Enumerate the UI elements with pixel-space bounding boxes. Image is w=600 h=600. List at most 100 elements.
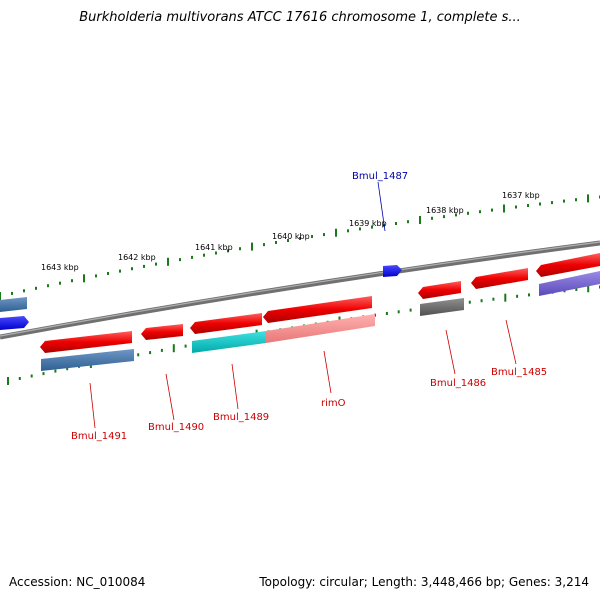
minor-tick (137, 353, 140, 357)
minor-tick (311, 235, 313, 238)
minor-tick (18, 377, 21, 380)
kbp-label: 1637 kbp (502, 191, 540, 200)
kbp-label: 1643 kbp (41, 263, 79, 272)
major-tick (0, 292, 1, 300)
minor-tick (479, 210, 481, 214)
gene-feature-cyan-lower[interactable] (192, 331, 266, 353)
minor-tick (527, 204, 529, 207)
major-tick (83, 274, 85, 283)
major-tick (7, 377, 9, 385)
kbp-label: 1641 kbp (195, 243, 233, 252)
minor-tick (119, 269, 121, 273)
gene-feature-purple-lower[interactable] (539, 271, 600, 296)
minor-tick (54, 369, 57, 373)
gene-label-bmul-1487: Bmul_1487 (352, 171, 408, 182)
gene-feature-steel-lower[interactable] (41, 349, 134, 371)
minor-tick (299, 237, 301, 240)
minor-tick (263, 243, 265, 247)
major-tick (167, 257, 169, 266)
chromosome-backbone (0, 240, 600, 340)
minor-tick (191, 255, 193, 259)
minor-tick (287, 239, 289, 242)
minor-tick (491, 208, 493, 212)
minor-tick (59, 281, 61, 285)
minor-tick (371, 225, 373, 229)
minor-tick (551, 201, 553, 205)
minor-tick (131, 267, 133, 271)
label-leaders (89, 181, 517, 429)
gene-feature-bmul-1487[interactable] (383, 265, 402, 277)
minor-tick (467, 211, 469, 215)
minor-tick (239, 247, 241, 251)
minor-tick (575, 198, 577, 202)
minor-tick (23, 289, 25, 293)
kbp-label: 1638 kbp (426, 206, 464, 215)
minor-tick (11, 291, 13, 295)
major-tick (172, 344, 175, 353)
gene-feature-bmul-1486[interactable] (418, 281, 461, 299)
major-tick (587, 194, 589, 203)
minor-tick (492, 297, 495, 301)
gene-feature-rimo[interactable] (263, 296, 372, 323)
gene-feature-bmul-1491[interactable] (40, 331, 132, 353)
minor-tick (35, 286, 37, 290)
gene-label-bmul-1489: Bmul_1489 (213, 412, 269, 423)
minor-tick (155, 262, 157, 266)
gene-feature-bmul-1489[interactable] (190, 313, 262, 334)
minor-tick (66, 367, 69, 371)
gene-label-bmul-1490: Bmul_1490 (148, 422, 204, 433)
map-title: Burkholderia multivorans ATCC 17616 chro… (79, 10, 521, 25)
genome-stats-text: Topology: circular; Length: 3,448,466 bp… (259, 575, 589, 589)
major-tick (587, 284, 590, 293)
minor-tick (480, 299, 483, 303)
gene-feature-left-steel[interactable] (0, 297, 27, 312)
minor-tick (515, 205, 517, 209)
minor-tick (107, 272, 109, 275)
minor-tick (95, 274, 97, 278)
minor-tick (528, 293, 530, 297)
gene-feature-bmul-1490[interactable] (141, 324, 183, 340)
gene-feature-bmul-1485[interactable] (471, 268, 528, 289)
minor-tick (160, 348, 163, 352)
gene-feature-pink-lower[interactable] (266, 314, 375, 343)
minor-tick (409, 308, 412, 312)
minor-tick (575, 288, 578, 291)
minor-tick (385, 312, 388, 315)
minor-tick (30, 374, 33, 378)
minor-tick (227, 249, 229, 253)
gene-label-bmul-1486: Bmul_1486 (430, 378, 486, 389)
kbp-label: 1642 kbp (118, 253, 156, 262)
major-tick (419, 216, 421, 224)
minor-tick (184, 344, 187, 348)
minor-tick (443, 215, 445, 219)
minor-tick (516, 294, 519, 298)
gene-feature-left-blue[interactable] (0, 316, 29, 330)
minor-tick (215, 251, 217, 255)
minor-tick (179, 258, 181, 262)
minor-tick (323, 233, 325, 237)
major-tick (251, 242, 253, 251)
minor-tick (431, 216, 433, 220)
gene-label-bmul-1485: Bmul_1485 (491, 367, 547, 378)
kbp-label: 1639 kbp (349, 219, 387, 228)
minor-tick (143, 264, 145, 268)
minor-tick (149, 351, 152, 355)
gene-feature-right-red[interactable] (536, 253, 600, 277)
minor-tick (407, 220, 409, 224)
gene-label-bmul-1491: Bmul_1491 (71, 431, 127, 442)
gene-feature-gray-lower[interactable] (420, 298, 464, 316)
minor-tick (539, 202, 541, 206)
minor-tick (359, 227, 361, 231)
kbp-label: 1640 kbp (272, 232, 310, 241)
minor-tick (397, 310, 400, 314)
minor-tick (275, 241, 277, 244)
major-tick (335, 228, 337, 237)
minor-tick (71, 279, 73, 283)
minor-tick (468, 300, 471, 304)
minor-tick (395, 222, 397, 225)
minor-tick (42, 372, 45, 376)
gene-label-rimo: rimO (321, 398, 346, 409)
minor-tick (47, 284, 49, 288)
